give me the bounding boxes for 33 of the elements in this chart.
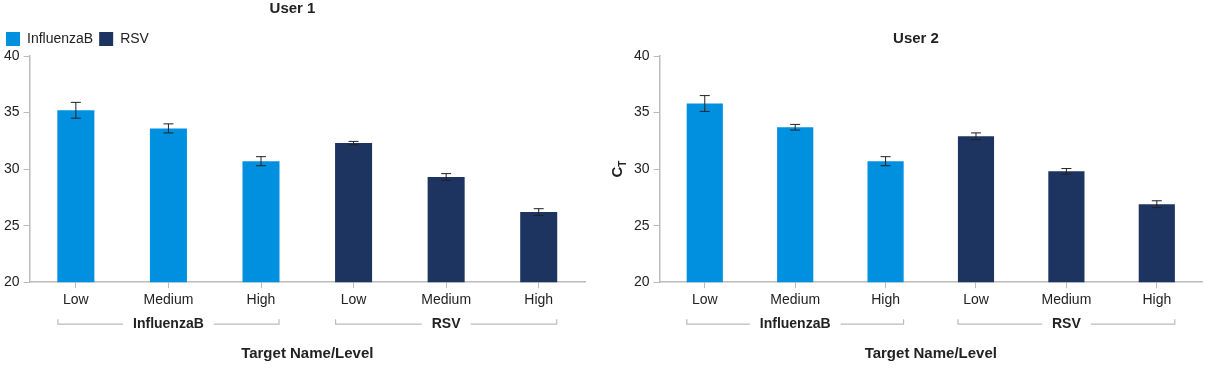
y-tick-label: 35 [633, 103, 650, 120]
text: RSV [431, 315, 462, 332]
y-tick-label: 25 [633, 216, 650, 233]
y-tick-label: 20 [633, 273, 650, 290]
legend-label: InfluenzaB [27, 29, 94, 46]
x-tick-label: Low [691, 291, 719, 308]
x-axis-title: Target Name/Level [864, 344, 997, 362]
y-tick-label: 30 [3, 159, 20, 176]
x-tick-label: High [246, 291, 276, 308]
x-tick-label: High [524, 291, 554, 308]
x-tick-label: Low [63, 291, 90, 308]
y-tick-label: 35 [3, 103, 20, 120]
x-tick-label: Low [340, 291, 368, 308]
x-tick-label: Low [963, 291, 990, 308]
chart-title: User 1 [269, 0, 316, 17]
x-tick-label: High [1142, 291, 1172, 308]
y-tick-label: 40 [3, 46, 20, 63]
x-tick-label: Medium [770, 291, 821, 308]
text: RSV [1051, 315, 1082, 332]
y-tick-label: 40 [633, 46, 650, 63]
x-axis-title: Target Name/Level [241, 344, 374, 362]
y-axis-title: CT [608, 160, 628, 178]
chart-title: User 2 [893, 29, 939, 47]
legend-label: RSV [120, 29, 150, 46]
x-tick-label: Medium [421, 291, 472, 308]
x-tick-label: Medium [1041, 291, 1092, 308]
y-tick-label: 30 [633, 159, 650, 176]
x-tick-label: Medium [143, 291, 194, 308]
y-tick-label: 25 [3, 216, 20, 233]
text: InfluenzaB [133, 315, 204, 332]
x-tick-label: High [871, 291, 900, 308]
y-tick-label: 20 [3, 273, 20, 290]
text: InfluenzaB [759, 315, 831, 332]
